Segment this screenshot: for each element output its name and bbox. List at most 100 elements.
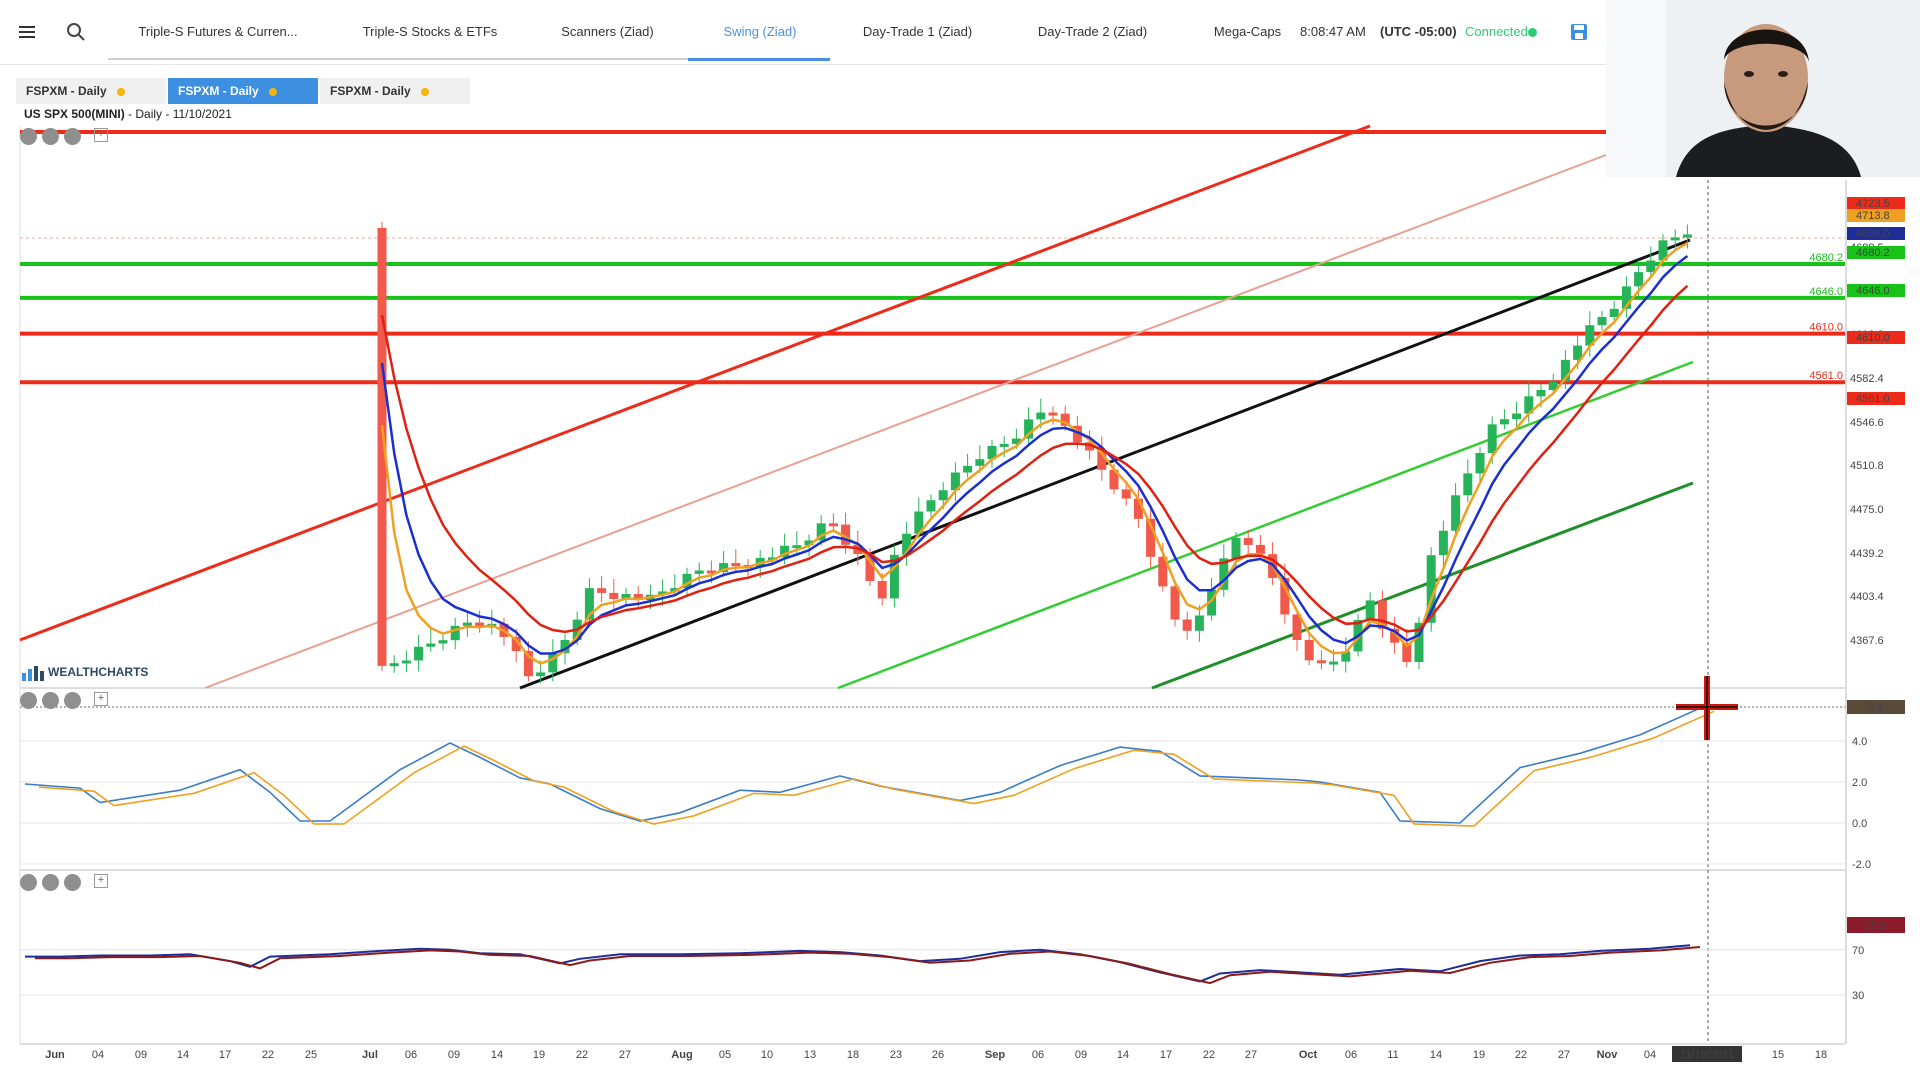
wealthcharts-logo: WEALTHCHARTS bbox=[22, 665, 148, 681]
date-axis-label: 06 bbox=[405, 1049, 417, 1061]
candle bbox=[1438, 530, 1448, 556]
candle bbox=[1243, 538, 1253, 545]
candle bbox=[536, 672, 546, 677]
candle bbox=[560, 640, 570, 654]
candle bbox=[1060, 413, 1070, 426]
candle bbox=[1170, 586, 1180, 620]
osc1-blue-line bbox=[24, 707, 1701, 824]
status-dot-icon bbox=[420, 87, 429, 96]
remove-pane-icon[interactable] bbox=[20, 874, 37, 891]
candle bbox=[731, 563, 741, 567]
tab-swing[interactable]: Swing (Ziad) bbox=[723, 24, 797, 39]
candle bbox=[1292, 614, 1302, 640]
tab-day-trade-1[interactable]: Day-Trade 1 (Ziad) bbox=[862, 24, 973, 39]
date-axis-label: 10 bbox=[761, 1049, 773, 1061]
chart-tab-3[interactable]: FSPXM - Daily bbox=[320, 78, 470, 104]
candle bbox=[1048, 412, 1058, 416]
price-tag-label: 4680.2 bbox=[1856, 247, 1890, 259]
osc1-axis-label: 0.0 bbox=[1852, 818, 1867, 830]
candle bbox=[877, 581, 887, 599]
candle bbox=[1475, 453, 1485, 474]
candle bbox=[1072, 425, 1082, 443]
move-up-icon[interactable] bbox=[64, 874, 81, 891]
date-axis-label: 26 bbox=[932, 1049, 944, 1061]
candle bbox=[1451, 495, 1461, 531]
date-axis-label: 04 bbox=[1644, 1049, 1656, 1061]
candle bbox=[1463, 473, 1473, 496]
date-axis-label: 22 bbox=[1515, 1049, 1527, 1061]
price-tag-label: 4561.0 bbox=[1856, 393, 1890, 405]
candle bbox=[963, 465, 973, 473]
move-up-icon[interactable] bbox=[64, 692, 81, 709]
chart-tab-1[interactable]: FSPXM - Daily bbox=[16, 78, 166, 104]
date-axis-label: Aug bbox=[671, 1049, 692, 1061]
move-down-icon[interactable] bbox=[42, 692, 59, 709]
candle bbox=[1097, 450, 1107, 470]
save-icon[interactable] bbox=[1567, 20, 1591, 44]
candle bbox=[1560, 359, 1570, 382]
connected-dot-icon bbox=[1528, 28, 1537, 37]
candle bbox=[1329, 661, 1339, 665]
search-icon[interactable] bbox=[64, 20, 88, 44]
candle bbox=[1390, 628, 1400, 643]
chart-tab-label: FSPXM - Daily bbox=[178, 84, 259, 98]
candle bbox=[1597, 317, 1607, 326]
chart-tab-2[interactable]: FSPXM - Daily bbox=[168, 78, 318, 104]
price-axis-label: 4546.6 bbox=[1850, 417, 1884, 429]
remove-pane-icon[interactable] bbox=[20, 692, 37, 709]
candle bbox=[1536, 390, 1546, 397]
date-axis-label: 05 bbox=[719, 1049, 731, 1061]
tab-mega-caps[interactable]: Mega-Caps bbox=[1213, 24, 1282, 39]
remove-pane-icon[interactable] bbox=[20, 128, 37, 145]
candle bbox=[1487, 424, 1497, 453]
move-up-icon[interactable] bbox=[64, 128, 81, 145]
symbol-header: US SPX 500(MINI) - Daily - 11/10/2021 bbox=[24, 107, 232, 121]
hamburger-menu-icon[interactable] bbox=[16, 20, 40, 44]
tab-triple-s-stocks[interactable]: Triple-S Stocks & ETFs bbox=[362, 24, 498, 39]
date-axis-label: 14 bbox=[491, 1049, 503, 1061]
date-axis-label: 27 bbox=[619, 1049, 631, 1061]
candle bbox=[1573, 345, 1583, 360]
date-axis-label: 18 bbox=[847, 1049, 859, 1061]
candle bbox=[584, 588, 594, 620]
osc1-orange-line bbox=[38, 710, 1715, 827]
candle bbox=[633, 594, 643, 601]
candle bbox=[1621, 286, 1631, 309]
price-tag bbox=[1847, 227, 1905, 240]
candle bbox=[975, 459, 985, 466]
tab-triple-s-futures[interactable]: Triple-S Futures & Curren... bbox=[138, 24, 298, 39]
candle bbox=[1024, 419, 1034, 439]
candle bbox=[865, 554, 875, 581]
candle bbox=[1414, 622, 1424, 662]
price-tag-label: 4713.8 bbox=[1856, 210, 1890, 222]
tab-day-trade-2[interactable]: Day-Trade 2 (Ziad) bbox=[1037, 24, 1148, 39]
add-indicator-icon[interactable]: + bbox=[94, 874, 108, 888]
top-navigation-bar: Triple-S Futures & Curren... Triple-S St… bbox=[0, 0, 1606, 65]
date-axis-label: 09 bbox=[135, 1049, 147, 1061]
tab-scanners[interactable]: Scanners (Ziad) bbox=[561, 24, 654, 39]
candle bbox=[1194, 615, 1204, 631]
date-axis-label: 22 bbox=[576, 1049, 588, 1061]
date-axis-label: 06 bbox=[1032, 1049, 1044, 1061]
price-axis-label: 4475.0 bbox=[1850, 504, 1884, 516]
status-dot-icon bbox=[116, 87, 125, 96]
date-axis-label: 27 bbox=[1558, 1049, 1570, 1061]
candle bbox=[1548, 381, 1558, 390]
candle bbox=[889, 554, 899, 599]
candle bbox=[523, 651, 533, 677]
move-down-icon[interactable] bbox=[42, 128, 59, 145]
candle bbox=[694, 570, 704, 574]
candle bbox=[1182, 619, 1192, 631]
candle bbox=[1316, 660, 1326, 664]
add-indicator-icon[interactable]: + bbox=[94, 692, 108, 706]
symbol-details: - Daily - 11/10/2021 bbox=[128, 107, 232, 121]
move-down-icon[interactable] bbox=[42, 874, 59, 891]
upper-channel-line bbox=[19, 124, 1371, 642]
candle bbox=[767, 557, 777, 561]
osc1-axis-label: -2.0 bbox=[1852, 859, 1871, 871]
candle bbox=[1304, 640, 1314, 661]
add-indicator-icon[interactable]: + bbox=[94, 128, 108, 142]
candle bbox=[828, 523, 838, 527]
candle bbox=[389, 663, 399, 667]
